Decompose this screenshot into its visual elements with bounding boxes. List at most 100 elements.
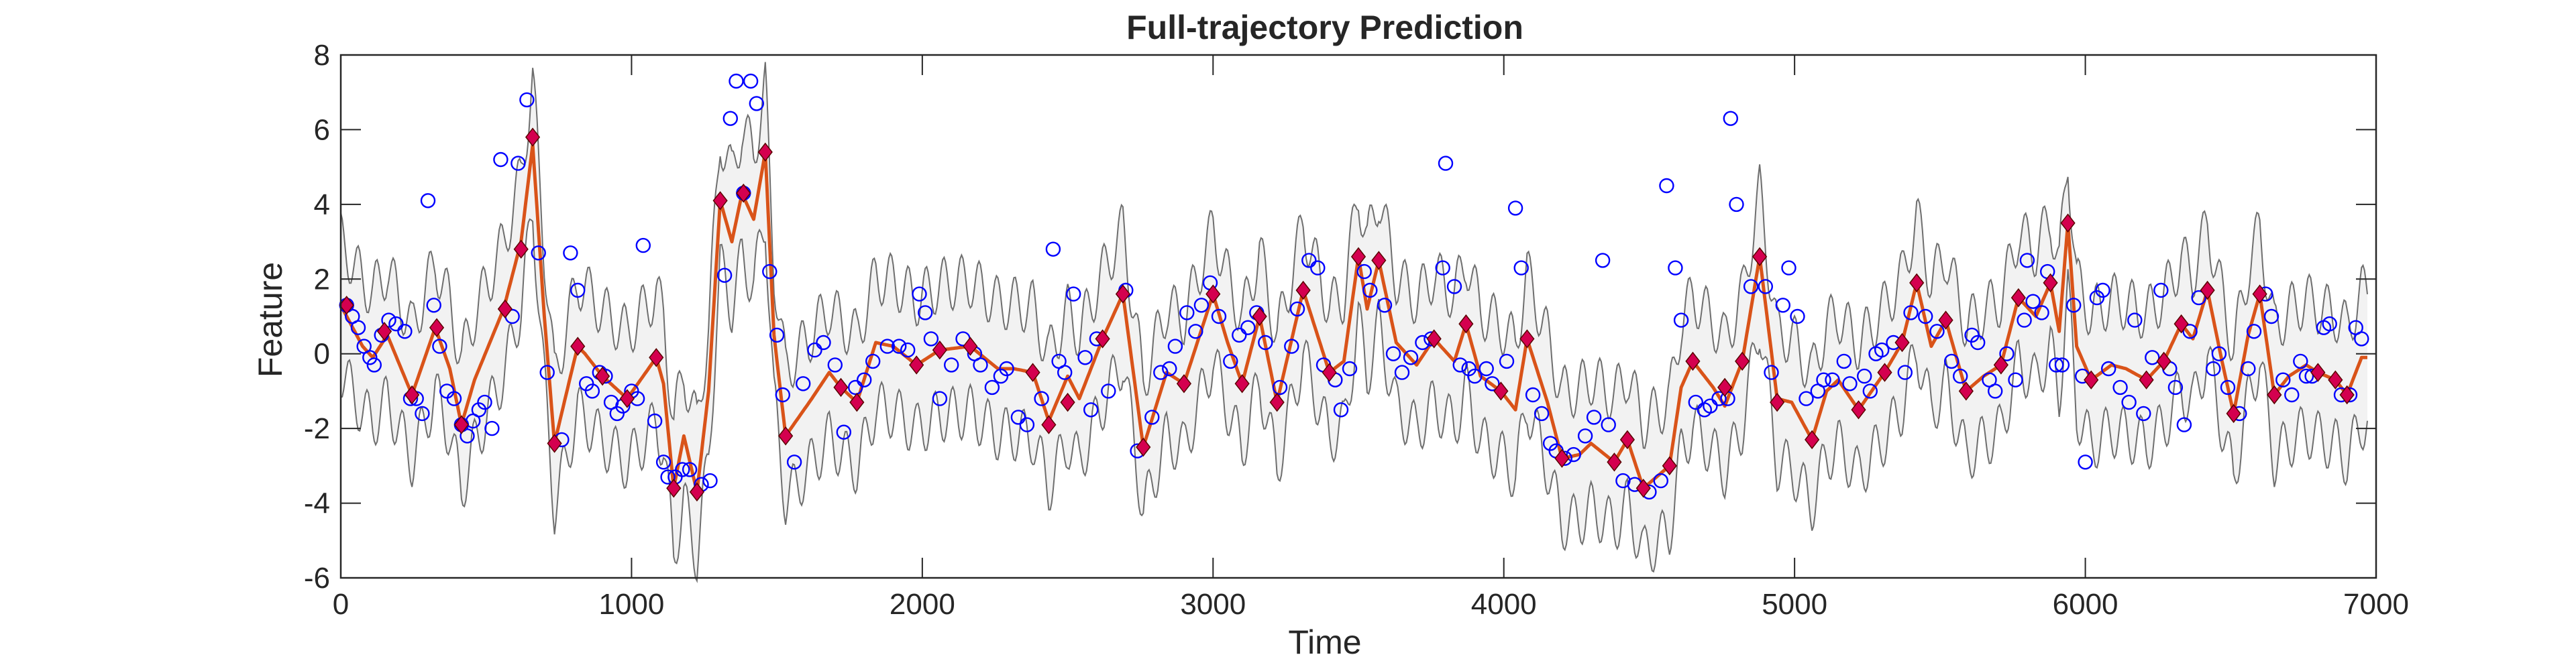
- observation-point: [1377, 298, 1393, 313]
- observation-point: [729, 73, 744, 89]
- observation-point: [1034, 391, 1049, 406]
- predicted-marker: [1770, 392, 1785, 412]
- observation-point: [563, 245, 578, 261]
- predicted-marker: [2267, 385, 2282, 405]
- observation-point: [827, 357, 843, 373]
- observation-point: [1703, 398, 1718, 414]
- observation-point: [1595, 253, 1611, 268]
- predicted-marker: [1909, 273, 1925, 293]
- x-tick-label: 0: [333, 588, 349, 621]
- observation-point: [1917, 308, 1933, 324]
- predicted-marker: [1851, 400, 1866, 420]
- predicted-marker: [1426, 329, 1442, 349]
- y-tick-label: 2: [314, 263, 330, 296]
- observation-point: [775, 387, 791, 403]
- y-tick-label: -2: [304, 412, 330, 445]
- observation-point: [682, 462, 698, 477]
- observation-point: [973, 357, 988, 373]
- observation-point: [2145, 350, 2160, 365]
- chart-title: Full-trajectory Prediction: [1126, 9, 1523, 46]
- observation-point: [2284, 387, 2300, 403]
- observation-point: [1057, 365, 1073, 380]
- observation-point: [2136, 406, 2151, 422]
- observation-point: [635, 237, 651, 253]
- y-axis-label: Feature: [252, 262, 289, 377]
- predicted-marker: [1234, 374, 1250, 394]
- observation-point: [1415, 335, 1430, 351]
- predicted-marker: [1993, 355, 2008, 375]
- observation-point: [2211, 346, 2227, 361]
- predicted-marker: [619, 389, 635, 408]
- observation-point: [1144, 410, 1160, 425]
- observation-point: [539, 365, 555, 380]
- observation-point: [2048, 357, 2064, 373]
- predicted-marker: [429, 318, 445, 337]
- observation-point: [350, 320, 366, 335]
- observation-point: [716, 267, 733, 283]
- observation-point: [1653, 473, 1669, 489]
- observation-point: [1743, 279, 1759, 294]
- observation-point: [2220, 379, 2236, 396]
- predicted-marker: [2252, 284, 2267, 304]
- observation-point: [2078, 455, 2093, 470]
- observation-point: [493, 152, 508, 168]
- predicted-marker: [1685, 351, 1701, 371]
- observation-point: [917, 305, 933, 320]
- observation-point: [1394, 365, 1410, 380]
- observation-point: [1929, 324, 1945, 339]
- observation-point: [1385, 346, 1401, 361]
- observation-point: [1775, 298, 1791, 313]
- predicted-marker: [1322, 363, 1337, 382]
- predicted-marker: [778, 426, 794, 446]
- observation-point: [1825, 372, 1840, 387]
- observation-point: [1862, 383, 1878, 399]
- observation-point: [609, 406, 625, 422]
- observation-point: [762, 263, 777, 280]
- observation-point: [1179, 305, 1195, 320]
- observation-point: [1952, 368, 1968, 384]
- observation-point: [1764, 365, 1779, 380]
- predicted-marker: [1938, 310, 1953, 330]
- observation-point: [984, 379, 1000, 396]
- observation-point: [1790, 308, 1805, 324]
- observation-point: [900, 342, 916, 358]
- y-tick-label: -6: [304, 562, 330, 595]
- observation-point: [1211, 308, 1227, 324]
- observation-point: [1836, 353, 1852, 369]
- observation-point: [1903, 305, 1919, 320]
- observation-point: [1659, 178, 1674, 194]
- observation-point: [415, 406, 430, 422]
- predicted-marker: [525, 127, 541, 147]
- x-tick-label: 7000: [2343, 588, 2409, 621]
- observation-point: [1010, 410, 1026, 425]
- observation-point: [660, 469, 676, 485]
- observation-point: [932, 391, 948, 406]
- observation-point: [1723, 111, 1739, 126]
- observation-point: [2095, 282, 2110, 298]
- observation-point: [1729, 196, 1744, 213]
- observation-point: [1403, 350, 1419, 365]
- observation-point: [460, 428, 475, 444]
- predicted-marker: [666, 479, 682, 498]
- observation-point: [531, 245, 546, 261]
- observation-point: [1077, 350, 1093, 365]
- observation-point: [446, 391, 462, 406]
- observation-point: [1513, 260, 1529, 276]
- predicted-marker: [2226, 404, 2241, 424]
- predicted-marker: [689, 482, 705, 502]
- observation-point: [1438, 156, 1454, 171]
- predicted-marker: [2139, 370, 2154, 389]
- band-upper-edge: [340, 62, 2368, 449]
- observation-point: [1019, 417, 1035, 432]
- predicted-marker: [513, 239, 529, 259]
- observation-point: [432, 339, 447, 354]
- observation-point: [743, 73, 759, 89]
- observation-point: [388, 316, 404, 332]
- observation-point: [1842, 376, 1858, 391]
- observation-point: [2322, 316, 2337, 332]
- observation-point: [1479, 361, 1494, 377]
- observation-point: [1507, 200, 1523, 216]
- observation-point: [2241, 361, 2256, 377]
- observation-point: [1856, 368, 1872, 384]
